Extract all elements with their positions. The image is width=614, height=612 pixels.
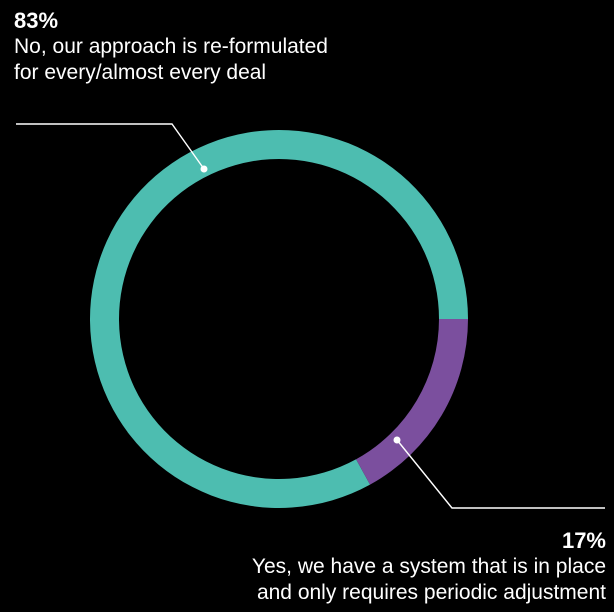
- slice-yes-leader-line: [396, 439, 605, 509]
- slice-desc-yes-line1: Yes, we have a system that is in place: [251, 555, 606, 578]
- slice-percent-no: 83%: [14, 8, 59, 33]
- slice-desc-no-line1: No, our approach is re-formulated: [14, 35, 328, 58]
- slice-label-yes: 17% Yes, we have a system that is in pla…: [126, 528, 606, 606]
- slice-no-leader-dot: [200, 165, 208, 173]
- slice-desc-no-line2: for every/almost every deal: [14, 61, 267, 84]
- slice-yes: [356, 319, 468, 485]
- slice-label-no: 83% No, our approach is re-formulated fo…: [14, 8, 434, 86]
- slice-percent-yes: 17%: [561, 528, 606, 553]
- slice-desc-yes-line2: and only requires periodic adjustment: [256, 581, 606, 604]
- slice-no-leader-line: [16, 123, 205, 170]
- slice-yes-leader-dot: [393, 436, 401, 444]
